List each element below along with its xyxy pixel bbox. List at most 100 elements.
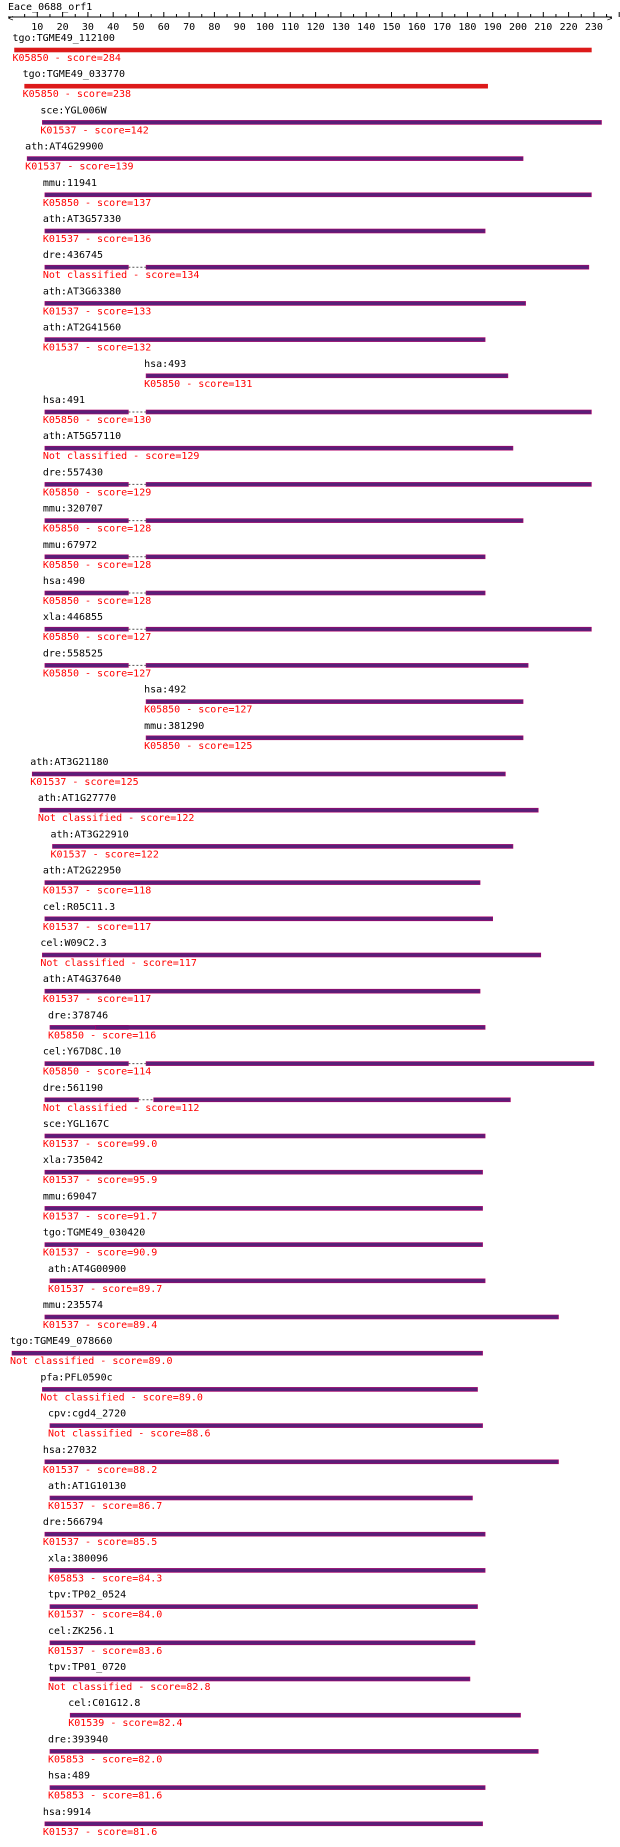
hit-row[interactable]: ath:AT3G63380 K01537 - score=133 — [43, 286, 526, 317]
hit-name[interactable]: ath:AT4G00900 — [48, 1264, 126, 1275]
hit-row[interactable]: cpv:cgd4_2720 Not classified - score=88.6 — [48, 1409, 483, 1440]
hit-name[interactable]: sce:YGL167C — [43, 1119, 109, 1130]
hit-name[interactable]: ath:AT3G22910 — [50, 829, 128, 840]
hit-row[interactable]: hsa:492 K05850 - score=127 — [144, 685, 524, 716]
hit-row[interactable]: sce:YGL167C K01537 - score=99.0 — [43, 1119, 486, 1150]
hit-row[interactable]: hsa:490 K05850 - score=128 — [43, 576, 486, 607]
hit-name[interactable]: tgo:TGME49_112100 — [13, 33, 115, 44]
hit-name[interactable]: dre:558525 — [43, 648, 103, 659]
hit-row[interactable]: mmu:381290 K05850 - score=125 — [144, 721, 524, 752]
hit-name[interactable]: hsa:9914 — [43, 1807, 91, 1818]
hit-name[interactable]: dre:378746 — [48, 1010, 108, 1021]
hit-row[interactable]: tpv:TP01_0720 Not classified - score=82.8 — [48, 1662, 471, 1693]
hit-name[interactable]: cel:Y67D8C.10 — [43, 1047, 121, 1058]
hit-name[interactable]: pfa:PFL0590c — [40, 1372, 112, 1383]
hit-row[interactable]: cel:C01G12.8 K01539 - score=82.4 — [68, 1698, 521, 1729]
hit-row[interactable]: hsa:493 K05850 - score=131 — [144, 359, 509, 390]
hit-row[interactable]: tgo:TGME49_078660 Not classified - score=… — [10, 1336, 483, 1367]
hit-row[interactable]: xla:446855 K05850 - score=127 — [43, 612, 592, 643]
hit-name[interactable]: dre:393940 — [48, 1734, 108, 1745]
hit-name[interactable]: tgo:TGME49_033770 — [23, 69, 125, 80]
hit-name[interactable]: xla:446855 — [43, 612, 103, 623]
hit-row[interactable]: ath:AT4G00900 K01537 - score=89.7 — [48, 1264, 486, 1295]
hit-name[interactable]: ath:AT3G63380 — [43, 286, 121, 297]
hit-row[interactable]: dre:558525 K05850 - score=127 — [43, 648, 529, 679]
hit-name[interactable]: ath:AT1G10130 — [48, 1481, 126, 1492]
hit-name[interactable]: cel:ZK256.1 — [48, 1626, 114, 1637]
hit-row[interactable]: ath:AT1G10130 K01537 - score=86.7 — [48, 1481, 473, 1512]
hit-row[interactable]: ath:AT3G21180 K01537 - score=125 — [30, 757, 506, 788]
hit-row[interactable]: dre:561190 Not classified - score=112 — [43, 1083, 511, 1114]
hit-row[interactable]: mmu:67972 K05850 - score=128 — [43, 540, 486, 571]
hit-name[interactable]: mmu:235574 — [43, 1300, 103, 1311]
hit-row[interactable]: xla:380096 K05853 - score=84.3 — [48, 1553, 486, 1584]
hit-name[interactable]: tpv:TP02_0524 — [48, 1590, 126, 1601]
hit-row[interactable]: tpv:TP02_0524 K01537 - score=84.0 — [48, 1590, 478, 1621]
hit-name[interactable]: dre:557430 — [43, 467, 103, 478]
hit-name[interactable]: ath:AT1G27770 — [38, 793, 116, 804]
hit-row[interactable]: xla:735042 K01537 - score=95.9 — [43, 1155, 483, 1186]
hit-name[interactable]: cel:C01G12.8 — [68, 1698, 140, 1709]
hit-name[interactable]: xla:735042 — [43, 1155, 103, 1166]
hit-name[interactable]: mmu:67972 — [43, 540, 97, 551]
hit-row[interactable]: tgo:TGME49_033770 K05850 - score=238 — [23, 69, 488, 100]
hit-name[interactable]: ath:AT3G57330 — [43, 214, 121, 225]
hit-name[interactable]: hsa:491 — [43, 395, 85, 406]
hit-name[interactable]: dre:566794 — [43, 1517, 103, 1528]
hit-row[interactable]: mmu:69047 K01537 - score=91.7 — [43, 1191, 483, 1222]
hit-row[interactable]: dre:393940 K05853 - score=82.0 — [48, 1734, 539, 1765]
hit-name[interactable]: tpv:TP01_0720 — [48, 1662, 126, 1673]
hit-row[interactable]: ath:AT4G29900 K01537 - score=139 — [25, 142, 524, 173]
hit-row[interactable]: ath:AT3G22910 K01537 - score=122 — [50, 829, 514, 860]
hit-row[interactable]: cel:W09C2.3 Not classified - score=117 — [40, 938, 542, 969]
hit-row[interactable]: cel:Y67D8C.10 K05850 - score=114 — [43, 1047, 595, 1078]
hit-name[interactable]: hsa:492 — [144, 685, 186, 696]
hit-name[interactable]: dre:561190 — [43, 1083, 103, 1094]
hit-row[interactable]: tgo:TGME49_030420 K01537 - score=90.9 — [43, 1228, 483, 1259]
hit-row[interactable]: ath:AT1G27770 Not classified - score=122 — [38, 793, 539, 824]
hit-row[interactable]: mmu:235574 K01537 - score=89.4 — [43, 1300, 559, 1331]
hit-row[interactable]: cel:ZK256.1 K01537 - score=83.6 — [48, 1626, 476, 1657]
hit-name[interactable]: ath:AT5G57110 — [43, 431, 121, 442]
hit-name[interactable]: hsa:493 — [144, 359, 186, 370]
hit-row[interactable]: cel:R05C11.3 K01537 - score=117 — [43, 902, 493, 933]
hit-name[interactable]: hsa:27032 — [43, 1445, 97, 1456]
hit-row[interactable]: dre:566794 K01537 - score=85.5 — [43, 1517, 486, 1548]
hit-row[interactable]: dre:557430 K05850 - score=129 — [43, 467, 592, 498]
hit-row[interactable]: mmu:11941 K05850 - score=137 — [43, 178, 592, 209]
hit-name[interactable]: cpv:cgd4_2720 — [48, 1409, 126, 1420]
hit-row[interactable]: sce:YGL006W K01537 - score=142 — [40, 105, 602, 136]
hit-name[interactable]: cel:R05C11.3 — [43, 902, 115, 913]
hit-row[interactable]: mmu:320707 K05850 - score=128 — [43, 504, 524, 535]
hit-name[interactable]: mmu:320707 — [43, 504, 103, 515]
hit-name[interactable]: tgo:TGME49_078660 — [10, 1336, 112, 1347]
hit-row[interactable]: ath:AT3G57330 K01537 - score=136 — [43, 214, 486, 245]
hit-name[interactable]: hsa:490 — [43, 576, 85, 587]
hit-name[interactable]: dre:436745 — [43, 250, 103, 261]
hit-row[interactable]: ath:AT2G41560 K01537 - score=132 — [43, 323, 486, 354]
hit-name[interactable]: ath:AT4G37640 — [43, 974, 121, 985]
hit-row[interactable]: ath:AT2G22950 K01537 - score=118 — [43, 866, 481, 897]
hit-row[interactable]: ath:AT4G37640 K01537 - score=117 — [43, 974, 481, 1005]
hit-name[interactable]: cel:W09C2.3 — [40, 938, 106, 949]
hit-row[interactable]: dre:436745 Not classified - score=134 — [43, 250, 590, 281]
hit-name[interactable]: ath:AT2G22950 — [43, 866, 121, 877]
hit-name[interactable]: mmu:69047 — [43, 1191, 97, 1202]
hit-name[interactable]: hsa:489 — [48, 1771, 90, 1782]
hit-row[interactable]: dre:378746 K05850 - score=116 — [48, 1010, 486, 1041]
hit-row[interactable]: ath:AT5G57110 Not classified - score=129 — [43, 431, 514, 462]
hit-name[interactable]: ath:AT2G41560 — [43, 323, 121, 334]
hit-row[interactable]: hsa:491 K05850 - score=130 — [43, 395, 592, 426]
hit-row[interactable]: hsa:489 K05853 - score=81.6 — [48, 1771, 486, 1802]
hit-name[interactable]: ath:AT3G21180 — [30, 757, 108, 768]
hit-name[interactable]: tgo:TGME49_030420 — [43, 1228, 145, 1239]
hit-name[interactable]: mmu:11941 — [43, 178, 97, 189]
hit-name[interactable]: sce:YGL006W — [40, 105, 107, 116]
hit-name[interactable]: mmu:381290 — [144, 721, 204, 732]
hit-name[interactable]: xla:380096 — [48, 1553, 108, 1564]
hit-row[interactable]: tgo:TGME49_112100 K05850 - score=284 — [13, 33, 592, 64]
hit-row[interactable]: pfa:PFL0590c Not classified - score=89.0 — [40, 1372, 478, 1403]
hit-row[interactable]: hsa:9914 K01537 - score=81.6 — [43, 1807, 483, 1838]
hit-name[interactable]: ath:AT4G29900 — [25, 142, 103, 153]
hit-row[interactable]: hsa:27032 K01537 - score=88.2 — [43, 1445, 559, 1476]
